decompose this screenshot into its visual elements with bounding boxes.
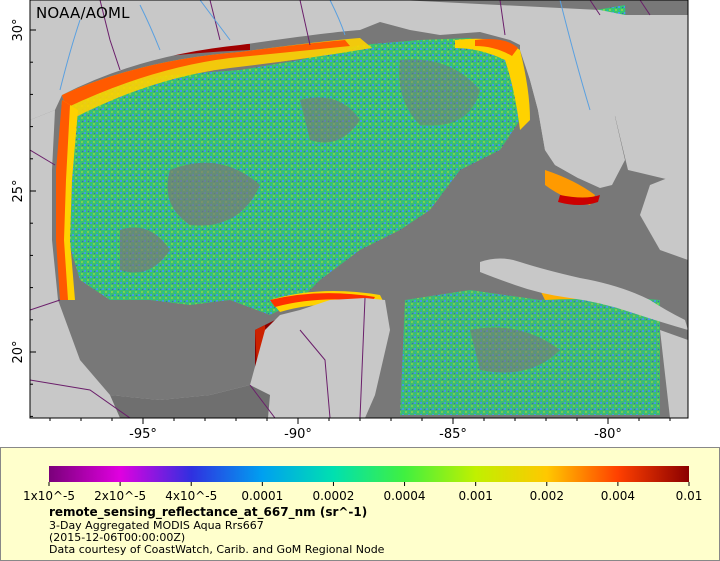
colorbar-tick-label: 0.0004 [384, 489, 426, 503]
lon-tick-label: -90° [284, 427, 312, 442]
colorbar-tick-label: 2x10^-5 [94, 489, 146, 503]
lon-tick-label: -95° [129, 427, 157, 442]
bahamas [640, 170, 688, 260]
gulf-reflectance-field [62, 38, 520, 315]
yucatan-band-red [270, 293, 375, 307]
lon-tick-label: -80° [594, 427, 622, 442]
west-coast-band-red [56, 100, 70, 300]
lat-tick-label: 30° [11, 18, 26, 41]
florida-keys-band [545, 170, 595, 205]
rivers [59, 0, 591, 111]
colorbar-tick-label: 0.004 [601, 489, 635, 503]
map-panel: -95° -90° -85° -80° 30° 25° 20° NOAA/AOML [11, 0, 689, 442]
colorbar-tick-label: 0.001 [458, 489, 492, 503]
axis-ticks: -95° -90° -85° -80° 30° 25° 20° [11, 18, 671, 442]
no-data-patch [470, 327, 560, 373]
colorbar-tick-label: 0.002 [530, 489, 564, 503]
florida-band-red [475, 39, 518, 56]
coastal-band-red [62, 40, 350, 108]
florida-band [455, 38, 530, 130]
caribbean-island [660, 330, 688, 418]
legend-panel: 1x10^-5 2x10^-5 4x10^-5 0.0001 0.0002 0.0004 0… [0, 447, 720, 561]
colorbar-tick-label: 1x10^-5 [23, 489, 75, 503]
colorbar-tick-label: 0.0001 [241, 489, 283, 503]
colorbar-tick-label: 0.01 [676, 489, 703, 503]
lat-tick-label: 25° [11, 179, 26, 202]
variable-title: remote_sensing_reflectance_at_667_nm (sr… [49, 505, 368, 519]
reflectance-map: -95° -90° -85° -80° 30° 25° 20° [11, 0, 689, 442]
dataset-name: 3-Day Aggregated MODIS Aqua Rrs667 [49, 519, 264, 532]
data-credit: Data courtesy of CoastWatch, Carib. and … [49, 543, 385, 556]
agency-credit: NOAA/AOML [36, 4, 130, 22]
no-data-patch [120, 227, 170, 273]
coastal-band-yellow [62, 38, 372, 120]
no-data-land [110, 385, 270, 418]
no-data-patch [300, 97, 360, 143]
cuba [480, 258, 688, 330]
florida-peninsula [520, 15, 625, 188]
florida-keys-red [558, 195, 600, 205]
colorbar: 1x10^-5 2x10^-5 4x10^-5 0.0001 0.0002 0.0004 0… [23, 466, 703, 503]
no-data-patch [167, 162, 260, 226]
colorbar-tick-label: 4x10^-5 [165, 489, 217, 503]
mexico-landmass [30, 110, 390, 418]
dataset-time: (2015-12-06T00:00:00Z) [49, 531, 186, 544]
colorbar-tick-label: 0.0002 [312, 489, 354, 503]
plot-frame [29, 0, 689, 419]
lon-tick-label: -85° [439, 427, 467, 442]
colorbar-gradient [49, 466, 689, 482]
lat-tick-label: 20° [11, 340, 26, 363]
no-data-patch [399, 59, 480, 126]
